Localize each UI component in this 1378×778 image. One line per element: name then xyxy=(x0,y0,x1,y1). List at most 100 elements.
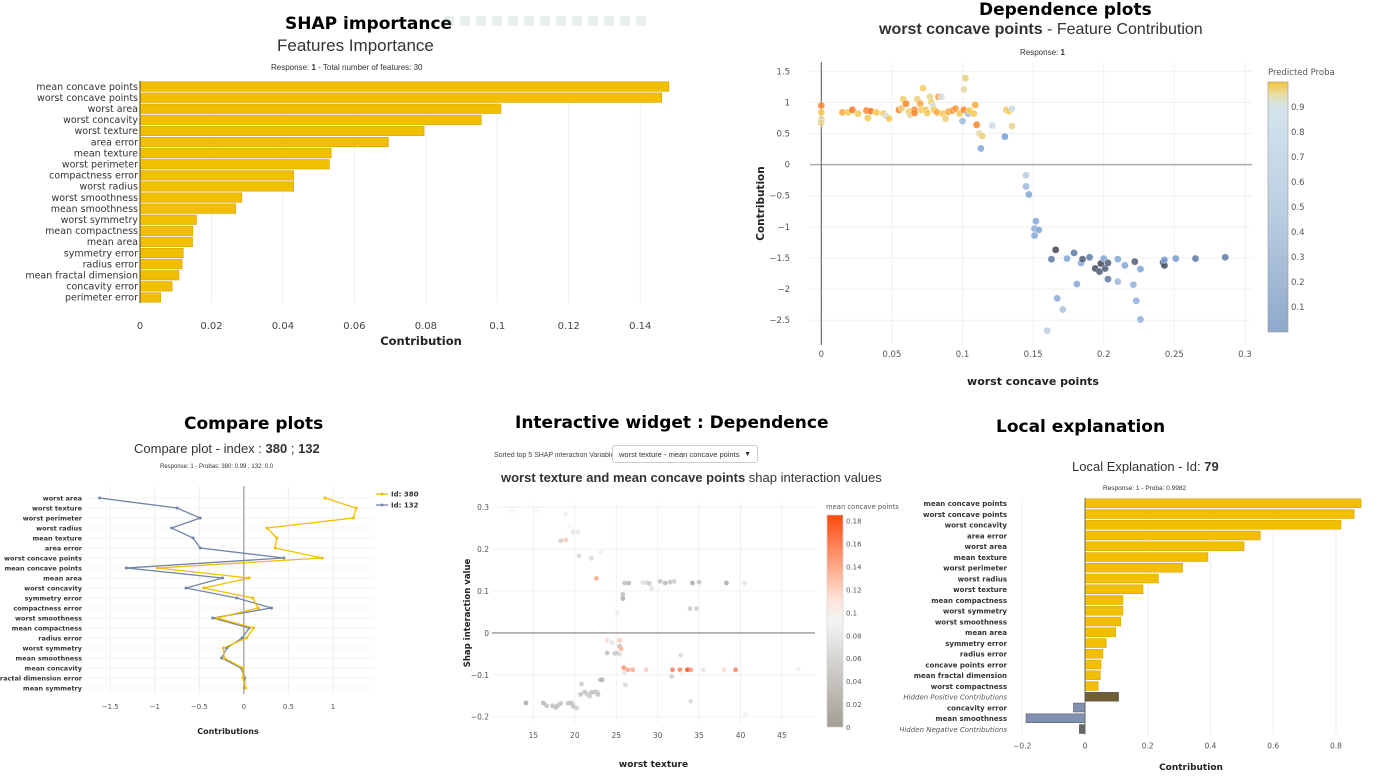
scatter-point xyxy=(622,669,627,675)
zoom-out-icon[interactable] xyxy=(540,16,550,26)
pan-icon[interactable] xyxy=(476,16,486,26)
contribution-bar xyxy=(1084,659,1102,670)
scatter-point xyxy=(1132,297,1141,305)
y-tick-label: worst smoothness xyxy=(15,615,82,623)
scatter-point xyxy=(617,651,622,657)
y-axis-title: Shap interaction value xyxy=(463,558,473,667)
scatter-point xyxy=(696,579,702,585)
scatter-point xyxy=(575,529,581,535)
contribution-bar xyxy=(1084,670,1101,681)
reset-icon[interactable] xyxy=(572,16,582,26)
interaction-variable-dropdown[interactable]: worst texture - mean concave points ▼ xyxy=(612,445,758,463)
scatter-point xyxy=(1001,132,1009,141)
scatter-point xyxy=(1160,255,1169,264)
scatter-point xyxy=(960,85,968,94)
scatter-point xyxy=(670,667,675,673)
series-marker xyxy=(220,576,224,580)
importance-bar xyxy=(139,281,173,292)
local-subtitle: Response: 1 - Proba: 0.9982 xyxy=(1103,485,1187,492)
compare-subtitle: Response: 1 - Probas: 380: 0.99 ; 132: 0… xyxy=(160,464,274,470)
scatter-point xyxy=(680,670,685,676)
colorbar-tick-label: 0.8 xyxy=(1291,128,1305,138)
box-select-icon[interactable] xyxy=(492,16,502,26)
x-tick-label: 0.4 xyxy=(1205,742,1217,751)
dropdown-label: Sorted top 5 SHAP interaction Variables xyxy=(494,452,612,459)
scatter-point xyxy=(533,508,539,514)
series-marker xyxy=(256,606,260,610)
scatter-point xyxy=(678,652,684,658)
y-tick-label: mean area xyxy=(87,237,138,248)
x-tick-label: 15 xyxy=(529,731,539,740)
autoscale-icon[interactable] xyxy=(556,16,566,26)
scatter-point xyxy=(604,650,610,656)
y-tick-label: worst perimeter xyxy=(23,515,83,523)
series-marker xyxy=(202,586,206,590)
zoom-icon[interactable] xyxy=(460,16,470,26)
section-title-widget: Interactive widget : Dependence xyxy=(515,413,829,433)
scatter-point xyxy=(662,580,668,586)
scatter-point xyxy=(902,99,910,108)
zoom-in-icon[interactable] xyxy=(524,16,534,26)
scatter-point xyxy=(1058,305,1067,314)
scatter-point xyxy=(958,117,967,125)
y-tick-label: mean concave points xyxy=(924,500,1007,508)
scatter-point xyxy=(617,638,622,643)
plotly-logo-icon[interactable] xyxy=(636,16,646,26)
scatter-point xyxy=(970,109,978,118)
x-tick-label: 0.1 xyxy=(956,350,970,360)
contribution-bar xyxy=(1084,552,1209,562)
y-tick-label: worst radius xyxy=(958,575,1007,583)
colorbar-tick-label: 0.12 xyxy=(846,586,862,594)
colorbar-tick-label: 0.9 xyxy=(1291,103,1305,113)
scatter-point xyxy=(657,578,663,584)
importance-subtitle-prefix: Response: xyxy=(271,63,312,72)
series-marker xyxy=(198,546,202,550)
scatter-point xyxy=(721,667,727,673)
contribution-bar xyxy=(1084,681,1099,691)
colorbar-tick-label: 0.6 xyxy=(1291,178,1305,188)
y-tick-label: mean fractal dimension xyxy=(25,271,138,282)
scatter-point xyxy=(688,667,694,673)
local-title-id: 79 xyxy=(1204,459,1219,474)
scatter-point xyxy=(1025,190,1033,199)
series-marker xyxy=(221,646,225,650)
scatter-point xyxy=(972,121,981,129)
series-marker xyxy=(240,636,244,640)
legend-label: Id: 380 xyxy=(391,491,419,499)
scatter-point xyxy=(988,121,996,130)
y-tick-label: worst texture xyxy=(953,586,1007,594)
contribution-bar xyxy=(1084,584,1144,595)
y-tick-label: worst concave points xyxy=(923,511,1007,519)
y-tick-label: concave points error xyxy=(925,661,1007,669)
x-tick-label: 0 xyxy=(819,350,824,360)
y-tick-label: −2.5 xyxy=(769,316,790,326)
chevron-down-icon[interactable]: ▼ xyxy=(744,451,751,458)
x-tick-label: 0.02 xyxy=(200,321,222,332)
camera-icon[interactable] xyxy=(444,16,454,26)
scatter-point xyxy=(555,703,560,709)
y-tick-label: worst texture xyxy=(32,505,83,513)
x-tick-label: 20 xyxy=(570,731,580,740)
contribution-bar xyxy=(1084,595,1124,605)
scatter-point xyxy=(544,703,550,709)
scatter-point xyxy=(640,580,646,586)
series-marker xyxy=(211,616,215,620)
interaction-chart: 15 20 25 30 35 40 45 0.3 0.2 0.1 0 −0.1 −0.2 worst te… xyxy=(463,503,899,770)
scatter-point xyxy=(685,667,690,673)
colorbar-title: Predicted Proba xyxy=(1268,68,1335,78)
scatter-point xyxy=(509,508,515,514)
scatter-point xyxy=(615,610,621,616)
lasso-icon[interactable] xyxy=(508,16,518,26)
compare-title: Compare plot - index : 380 ; 132 xyxy=(134,441,320,456)
hover-closest-icon[interactable] xyxy=(604,16,614,26)
scatter-point xyxy=(574,705,579,711)
hover-compare-icon[interactable] xyxy=(620,16,630,26)
scatter-point xyxy=(1104,259,1112,267)
y-tick-label: mean texture xyxy=(74,148,138,159)
x-axis-title: Contributions xyxy=(197,727,259,736)
compare-title-prefix: Compare plot - index : xyxy=(134,441,266,456)
spike-icon[interactable] xyxy=(588,16,598,26)
scatter-point xyxy=(1070,249,1078,257)
y-tick-label: worst concavity xyxy=(63,115,138,126)
importance-bar xyxy=(139,225,194,236)
